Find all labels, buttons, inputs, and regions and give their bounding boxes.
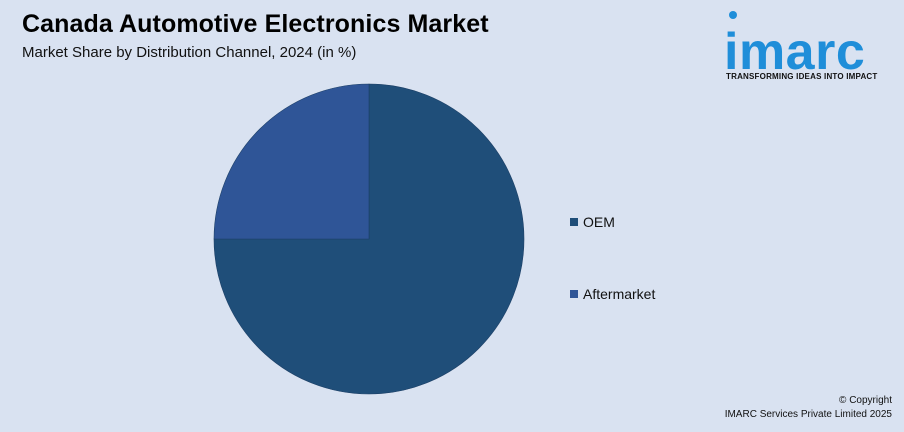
legend-label-aftermarket: Aftermarket xyxy=(583,286,656,302)
legend-item-oem: OEM xyxy=(570,214,615,230)
legend-label-oem: OEM xyxy=(583,214,615,230)
pie-slices xyxy=(213,83,525,395)
copyright-line-2: IMARC Services Private Limited 2025 xyxy=(724,409,892,420)
copyright: © Copyright IMARC Services Private Limit… xyxy=(725,394,892,422)
logo-tagline: TRANSFORMING IDEAS INTO IMPACT xyxy=(726,72,878,81)
logo-dot-icon xyxy=(729,11,737,19)
logo-wordmark: imarc xyxy=(724,23,866,81)
pie-slice-oem xyxy=(213,83,525,395)
legend-swatch-oem xyxy=(570,218,578,226)
legend-item-aftermarket: Aftermarket xyxy=(570,286,655,302)
chart-title: Canada Automotive Electronics Market xyxy=(22,10,489,38)
chart-subtitle: Market Share by Distribution Channel, 20… xyxy=(22,44,357,61)
pie-slice-aftermarket xyxy=(213,83,370,240)
copyright-line-1: © Copyright xyxy=(839,395,892,406)
imarc-logo: imarc TRANSFORMING IDEAS INTO IMPACT xyxy=(720,8,900,88)
legend-swatch-aftermarket xyxy=(570,290,578,298)
